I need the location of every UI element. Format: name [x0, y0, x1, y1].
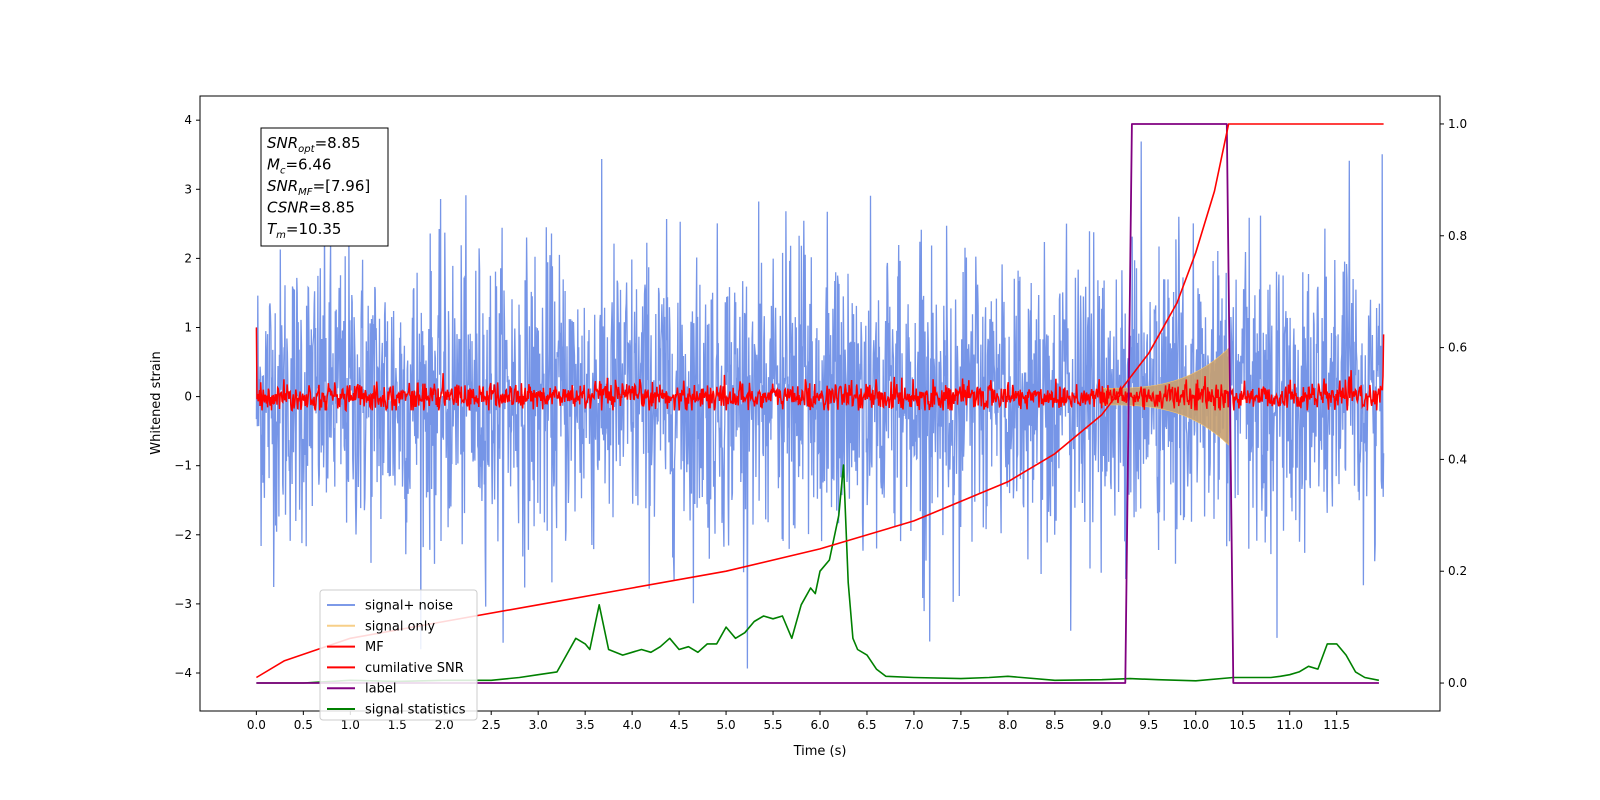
x-tick-label: 6.0 — [810, 718, 829, 732]
annotation-line: SNRMF=[7.96] — [267, 177, 370, 198]
legend-label: signal statistics — [365, 703, 466, 718]
x-tick-label: 1.0 — [341, 718, 360, 732]
x-tick-label: 10.5 — [1229, 718, 1256, 732]
x-tick-label: 2.5 — [482, 718, 501, 732]
legend-label: label — [365, 682, 396, 697]
x-tick-label: 11.5 — [1323, 718, 1350, 732]
annotation-subscript: opt — [298, 144, 315, 155]
annotation-line: Tm=10.35 — [267, 220, 341, 241]
y-left-tick-label: −1 — [174, 459, 192, 473]
y-right-tick-label: 1.0 — [1448, 117, 1467, 131]
annotation-symbol: T — [267, 220, 278, 238]
y-right-tick-label: 0.4 — [1448, 452, 1467, 466]
y-left-tick-label: 1 — [184, 320, 192, 334]
annotation-value: =[7.96] — [313, 177, 371, 195]
x-tick-label: 2.0 — [435, 718, 454, 732]
x-tick-label: 3.5 — [576, 718, 595, 732]
legend: signal+ noise signal only MF cumilative SNR… — [319, 589, 478, 721]
y-left-tick-label: −4 — [174, 666, 192, 680]
y-right-tick-label: 0.2 — [1448, 564, 1467, 578]
annotation-frame — [260, 127, 389, 247]
x-tick-label: 5.0 — [717, 718, 736, 732]
y-left-tick-label: −3 — [174, 597, 192, 611]
x-tick-label: 0.5 — [294, 718, 313, 732]
annotation-line: CSNR=8.85 — [267, 199, 355, 217]
annotation-subscript: MF — [298, 187, 313, 198]
series-signal-statistics-line — [256, 464, 1380, 684]
x-tick-label: 3.0 — [529, 718, 548, 732]
x-axis-label: Time (s) — [793, 744, 847, 759]
x-tick-label: 9.5 — [1139, 718, 1158, 732]
x-tick-label: 4.0 — [623, 718, 642, 732]
y-left-tick-label: 0 — [184, 390, 192, 404]
y-axis-label: Whitened strain — [149, 351, 164, 454]
x-tick-label: 7.0 — [904, 718, 923, 732]
y-left-tick-label: 4 — [184, 113, 192, 127]
legend-label: signal+ noise — [365, 599, 453, 614]
y-right-tick-label: 0.6 — [1448, 341, 1467, 355]
x-tick-label: 1.5 — [388, 718, 407, 732]
annotation-line: SNRopt=8.85 — [267, 134, 361, 155]
annotation-value: =6.46 — [285, 156, 331, 174]
x-tick-label: 10.0 — [1182, 718, 1209, 732]
annotation-symbol: CSNR — [267, 199, 309, 217]
annotation-line: Mc=6.46 — [267, 156, 331, 177]
legend-label: MF — [365, 640, 384, 655]
y-left-tick-label: 3 — [184, 182, 192, 196]
annotation-value: =8.85 — [309, 199, 355, 217]
x-tick-label: 6.5 — [857, 718, 876, 732]
annotation-subscript: m — [276, 230, 286, 241]
series-mf-line — [255, 327, 1385, 413]
x-tick-label: 9.0 — [1092, 718, 1111, 732]
series-label-line — [256, 123, 1379, 684]
x-tick-label: 4.5 — [670, 718, 689, 732]
x-tick-label: 11.0 — [1276, 718, 1303, 732]
y-left-tick-label: 2 — [184, 251, 192, 265]
annotation-symbol: SNR — [267, 134, 298, 152]
annotation-symbol: SNR — [267, 177, 298, 195]
y-right-tick-label: 0.8 — [1448, 229, 1467, 243]
y-axis-left: 4 3 2 1 0 −1 −2 −3 −4 — [174, 113, 200, 680]
x-tick-label: 5.5 — [763, 718, 782, 732]
x-tick-label: 0.0 — [247, 718, 266, 732]
annotation-value: =10.35 — [286, 220, 342, 238]
annotation-symbol: M — [267, 156, 280, 174]
x-tick-label: 8.0 — [998, 718, 1017, 732]
annotation-value: =8.85 — [315, 134, 361, 152]
legend-label: signal only — [365, 619, 435, 634]
y-left-tick-label: −2 — [174, 528, 192, 542]
legend-frame — [319, 589, 478, 721]
x-tick-label: 8.5 — [1045, 718, 1064, 732]
y-axis-right: 1.0 0.8 0.6 0.4 0.2 0.0 — [1440, 117, 1467, 690]
x-tick-label: 7.5 — [951, 718, 970, 732]
legend-label: cumilative SNR — [365, 661, 464, 676]
y-right-tick-label: 0.0 — [1448, 676, 1467, 690]
x-axis: 0.0 0.5 1.0 1.5 2.0 2.5 3.0 3.5 4.0 4.5 5.0 5.5 6.0 6… — [247, 711, 1350, 732]
annotation-box: SNRopt=8.85Mc=6.46SNRMF=[7.96]CSNR=8.85T… — [260, 127, 389, 247]
annotation-subscript: c — [280, 166, 286, 177]
